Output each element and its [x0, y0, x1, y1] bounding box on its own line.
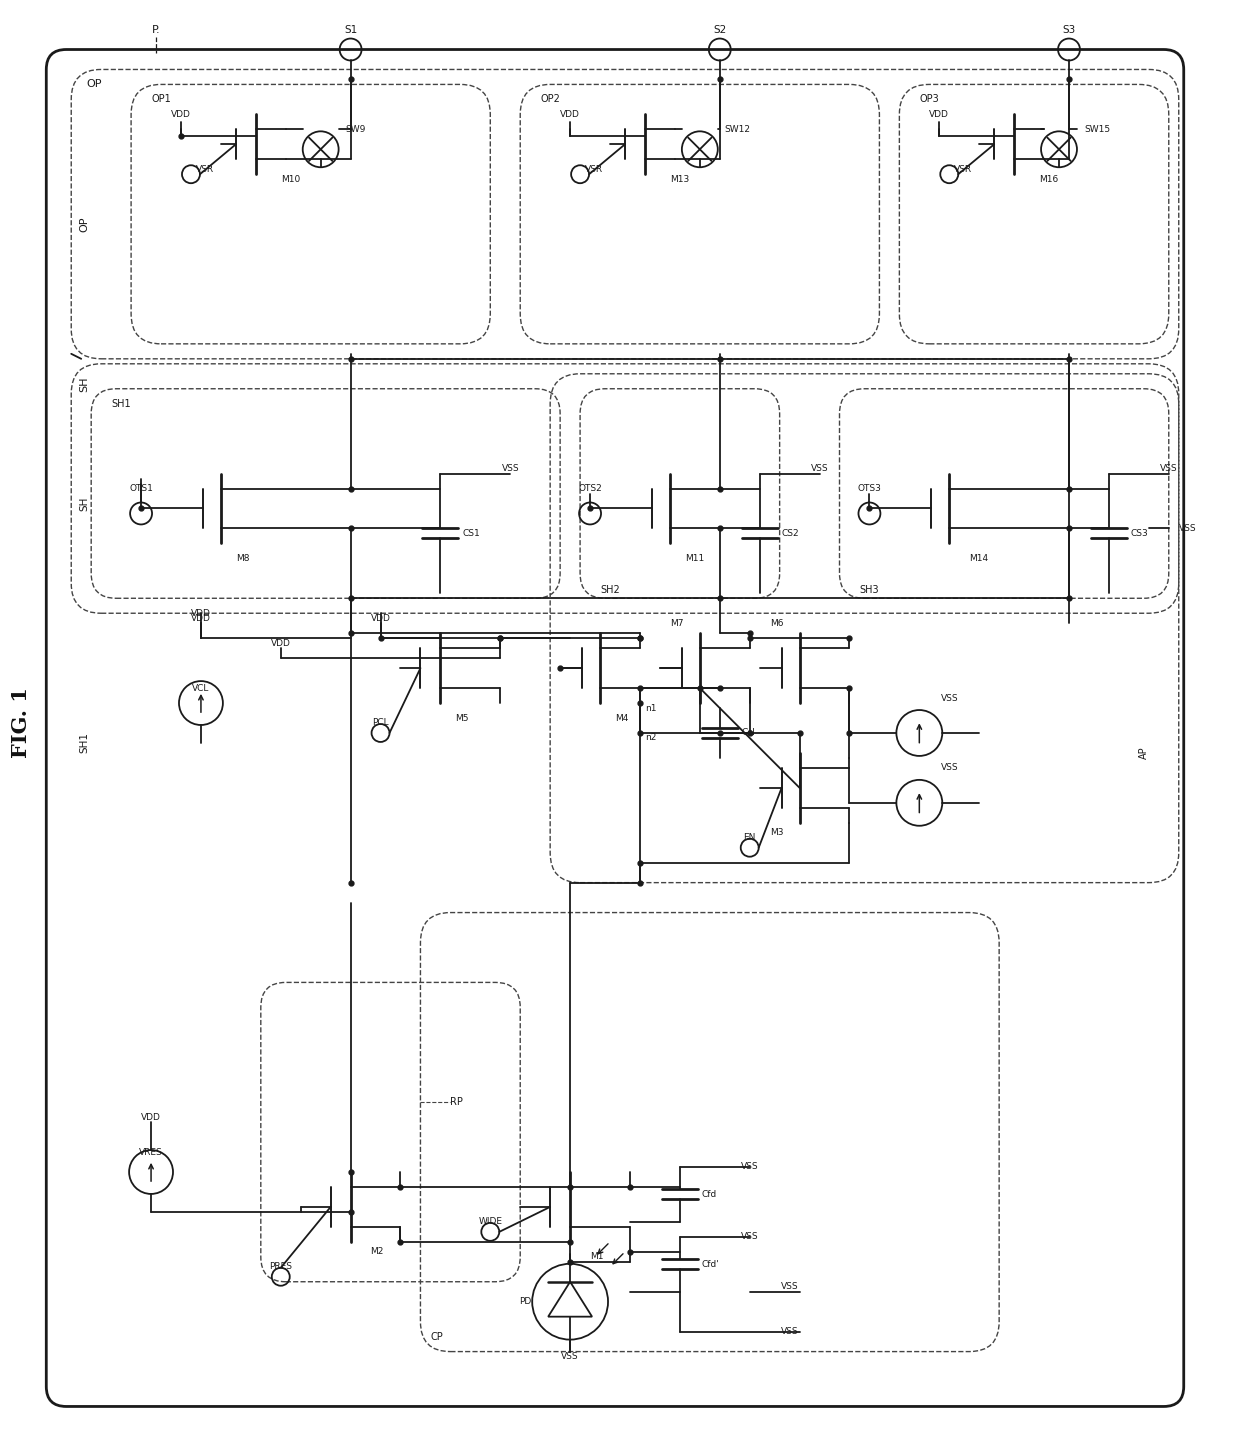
Text: M13: M13 — [670, 175, 689, 183]
Text: M2: M2 — [371, 1247, 384, 1257]
Text: PD: PD — [520, 1297, 531, 1306]
Text: VSS: VSS — [1179, 524, 1197, 532]
Text: S1: S1 — [343, 25, 357, 35]
Text: SH: SH — [79, 377, 89, 391]
Text: Ccl: Ccl — [742, 729, 755, 737]
Text: VSS: VSS — [740, 1163, 759, 1172]
Text: OP3: OP3 — [919, 94, 939, 104]
Text: RP: RP — [450, 1097, 464, 1107]
Text: VSS: VSS — [1159, 465, 1178, 473]
Text: SH1: SH1 — [112, 398, 130, 408]
Text: VSS: VSS — [562, 1352, 579, 1361]
Text: VSS: VSS — [940, 694, 959, 703]
Text: FIG. 1: FIG. 1 — [11, 687, 31, 759]
Text: VDD: VDD — [141, 1113, 161, 1121]
Text: VSS: VSS — [501, 465, 520, 473]
Text: VSS: VSS — [811, 465, 828, 473]
Text: VSS: VSS — [740, 1232, 759, 1241]
Text: VRES: VRES — [139, 1147, 162, 1156]
Text: VDD: VDD — [191, 609, 211, 618]
Text: OTS2: OTS2 — [578, 483, 601, 494]
Text: OP: OP — [79, 216, 89, 232]
Text: OP1: OP1 — [151, 94, 171, 104]
Text: VDD: VDD — [560, 110, 580, 118]
Text: Cfd: Cfd — [702, 1190, 717, 1199]
Text: M11: M11 — [684, 554, 704, 563]
Text: SH: SH — [79, 496, 89, 511]
Text: VSR: VSR — [196, 165, 215, 173]
Text: M5: M5 — [455, 713, 469, 723]
Text: VDD: VDD — [270, 639, 290, 648]
Text: VDD: VDD — [371, 613, 391, 623]
Text: M6: M6 — [770, 619, 784, 628]
Text: S3: S3 — [1063, 25, 1075, 35]
Text: M10: M10 — [280, 175, 300, 183]
Text: M1: M1 — [590, 1253, 604, 1261]
Text: OP2: OP2 — [541, 94, 560, 104]
Text: M7: M7 — [670, 619, 683, 628]
Text: EN: EN — [744, 833, 756, 843]
Text: SW9: SW9 — [346, 126, 366, 134]
Text: SH2: SH2 — [600, 586, 620, 596]
Text: M16: M16 — [1039, 175, 1058, 183]
Text: VCL: VCL — [192, 684, 210, 693]
Text: VDD: VDD — [191, 613, 211, 623]
Text: VDD: VDD — [171, 110, 191, 118]
Text: SW12: SW12 — [724, 126, 750, 134]
Text: VSS: VSS — [781, 1328, 799, 1336]
Text: SH3: SH3 — [859, 586, 879, 596]
Text: AP: AP — [1138, 746, 1148, 759]
Text: VSS: VSS — [781, 1283, 799, 1291]
Text: Cfd': Cfd' — [702, 1260, 719, 1268]
Text: M3: M3 — [770, 828, 784, 837]
Text: VSR: VSR — [955, 165, 972, 173]
Text: n1: n1 — [645, 704, 656, 713]
Text: M4: M4 — [615, 713, 629, 723]
Text: SW15: SW15 — [1084, 126, 1110, 134]
Text: S2: S2 — [713, 25, 727, 35]
Text: CS2: CS2 — [781, 530, 800, 538]
Text: WIDE: WIDE — [479, 1218, 502, 1227]
Text: M14: M14 — [970, 554, 988, 563]
Text: M8: M8 — [236, 554, 249, 563]
Text: PRES: PRES — [269, 1263, 293, 1271]
Text: VSR: VSR — [585, 165, 603, 173]
Text: CP: CP — [430, 1332, 443, 1342]
Text: CS3: CS3 — [1131, 530, 1148, 538]
Text: P.: P. — [151, 25, 160, 35]
Text: PCL: PCL — [372, 719, 389, 727]
Text: OP: OP — [87, 79, 102, 89]
Text: CS1: CS1 — [463, 530, 480, 538]
Text: n2: n2 — [645, 733, 656, 743]
Text: VDD: VDD — [929, 110, 950, 118]
Text: VSS: VSS — [940, 763, 959, 772]
Text: SH1: SH1 — [79, 733, 89, 753]
Text: OTS1: OTS1 — [129, 483, 153, 494]
Text: OTS3: OTS3 — [858, 483, 882, 494]
